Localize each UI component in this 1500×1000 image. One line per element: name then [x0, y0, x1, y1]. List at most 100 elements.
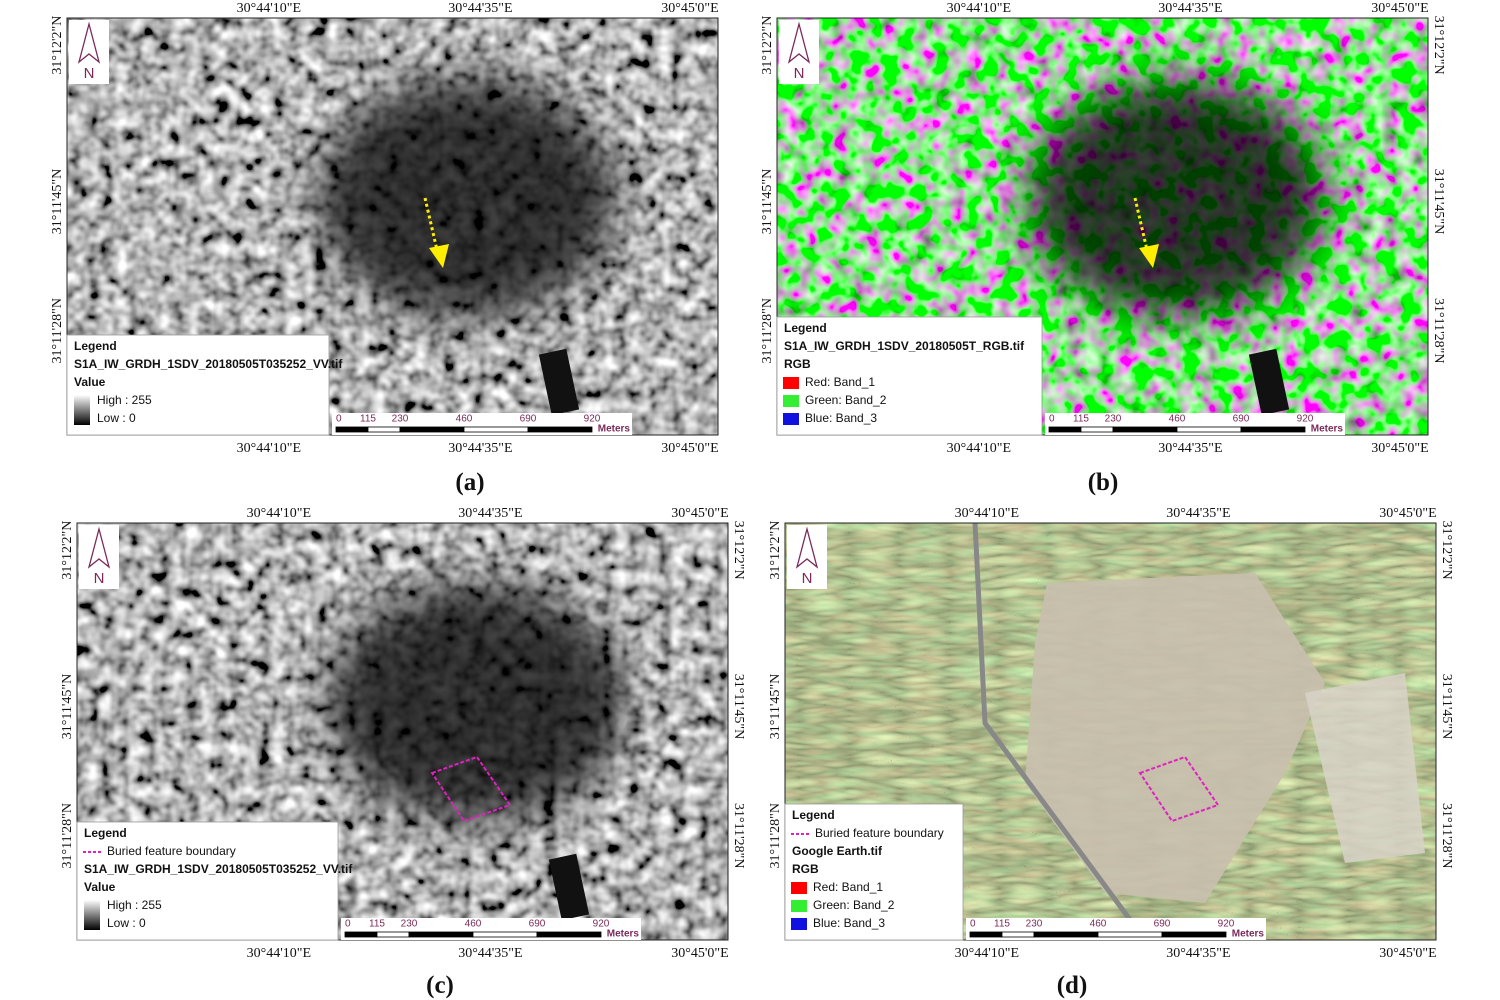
scale-label: 115 [369, 919, 385, 930]
north-label: N [794, 65, 805, 82]
scale-label: 115 [360, 414, 376, 425]
legend-text: Buried feature boundary [815, 826, 944, 840]
legend-swatch [783, 395, 799, 407]
lon-label-bottom: 30°45'0"E [671, 946, 728, 961]
scale-segment [1112, 426, 1178, 433]
legend-text: Green: Band_2 [813, 898, 895, 912]
lon-label-top: 30°45'0"E [1379, 506, 1436, 521]
scale-label: 0 [336, 414, 342, 425]
scale-segment [408, 931, 474, 938]
scale-unit: Meters [1232, 929, 1265, 940]
scale-unit: Meters [607, 929, 640, 940]
dark-block [548, 853, 590, 921]
legend-text: Legend [74, 339, 117, 353]
scale-unit: Meters [1311, 424, 1344, 435]
lon-label-bottom: 30°44'35"E [1166, 946, 1230, 961]
panel-label: (b) [1088, 469, 1119, 496]
scale-segment [1161, 931, 1227, 938]
scale-label: 460 [456, 414, 473, 425]
arrow-shaft [423, 197, 439, 251]
lon-label-bottom: 30°44'35"E [1158, 441, 1222, 456]
scale-segment [969, 931, 1003, 938]
scale-label: 460 [465, 919, 482, 930]
scale-label: 690 [1233, 414, 1250, 425]
lat-label-right: 31°12'2"N [731, 521, 746, 580]
legend-box [76, 821, 339, 941]
lon-label-top: 30°45'0"E [671, 506, 728, 521]
legend-text: RGB [792, 862, 819, 876]
scale-label: 690 [529, 919, 546, 930]
lat-label-right: 31°11'45"N [1439, 674, 1454, 739]
legend-box [66, 334, 330, 436]
lon-label-top: 30°44'10"E [237, 1, 301, 16]
lat-label-left: 31°11'45"N [50, 169, 65, 234]
lat-label-right: 31°12'2"N [1439, 521, 1454, 580]
north-label: N [802, 570, 813, 587]
lon-label-top: 30°45'0"E [661, 1, 718, 16]
scale-segment [1001, 931, 1035, 938]
lon-label-top: 30°45'0"E [1371, 1, 1428, 16]
scale-label: 230 [1026, 919, 1043, 930]
lat-label-left: 31°11'45"N [768, 674, 783, 739]
lon-label-top: 30°44'10"E [247, 506, 311, 521]
dark-block [538, 348, 580, 416]
scale-segment [1080, 426, 1114, 433]
lat-label-left: 31°11'28"N [60, 803, 75, 868]
legend-text: Value [74, 375, 106, 389]
legend-text: Red: Band_1 [813, 880, 883, 894]
lon-label-bottom: 30°45'0"E [1379, 946, 1436, 961]
north-arrow [787, 21, 811, 64]
dark-zone [1027, 78, 1327, 318]
scale-label: 920 [1218, 919, 1235, 930]
legend-text: Value [84, 880, 116, 894]
map-panel: N 30°44'10"E 30°44'35"E 30°45'0"E 30°44'10"E… [768, 506, 1454, 999]
legend-swatch [791, 882, 807, 894]
scale-segment [463, 426, 529, 433]
scale-label: 115 [1073, 414, 1089, 425]
legend-text: Blue: Band_3 [805, 411, 877, 425]
lat-label-left: 31°11'28"N [50, 298, 65, 363]
scale-segment [335, 426, 369, 433]
lon-label-bottom: 30°44'10"E [237, 441, 301, 456]
lat-label-left: 31°11'45"N [60, 674, 75, 739]
panel-label: (c) [426, 972, 454, 999]
scale-segment [536, 931, 602, 938]
legend-text: S1A_IW_GRDH_1SDV_20180505T035252_VV.tif [74, 357, 343, 371]
scale-label: 460 [1169, 414, 1186, 425]
map-panel: N 30°44'10"E 30°44'35"E 30°45'0"E 30°44'10"E… [60, 506, 746, 999]
scale-segment [367, 426, 401, 433]
map-image [777, 18, 1428, 435]
scale-label: 0 [1049, 414, 1055, 425]
map-panel: N 30°44'10"E 30°44'35"E 30°45'0"E 30°44'10"E… [760, 1, 1446, 496]
scale-label: 230 [1105, 414, 1122, 425]
scale-label: 115 [994, 919, 1010, 930]
lon-label-bottom: 30°44'10"E [955, 946, 1019, 961]
lon-label-top: 30°44'10"E [947, 1, 1011, 16]
legend-text: Low : 0 [107, 916, 146, 930]
arrow-head [1139, 244, 1159, 268]
scale-label: 690 [520, 414, 537, 425]
scale-label: 0 [345, 919, 351, 930]
dark-zone [317, 78, 617, 318]
road [972, 523, 1148, 940]
legend-ramp [84, 900, 100, 930]
lat-label-left: 31°12'2"N [50, 16, 65, 75]
legend-text: Green: Band_2 [805, 393, 887, 407]
scale-segment [1176, 426, 1242, 433]
scale-segment [527, 426, 593, 433]
north-label: N [94, 570, 105, 587]
lat-label-left: 31°12'2"N [768, 521, 783, 580]
scale-segment [1097, 931, 1163, 938]
legend-text: Low : 0 [97, 411, 136, 425]
scale-segment [376, 931, 410, 938]
map-panel: N 30°44'10"E 30°44'35"E 30°45'0"E 30°44'10"E… [50, 1, 719, 496]
scale-segment [344, 931, 378, 938]
lat-label-right: 31°11'45"N [1431, 169, 1446, 234]
north-arrow [87, 526, 111, 569]
legend-swatch [783, 413, 799, 425]
lat-label-left: 31°12'2"N [760, 16, 775, 75]
north-arrow [77, 21, 101, 64]
legend-text: Red: Band_1 [805, 375, 875, 389]
legend-text: Legend [84, 826, 127, 840]
panel-label: (a) [455, 469, 484, 496]
